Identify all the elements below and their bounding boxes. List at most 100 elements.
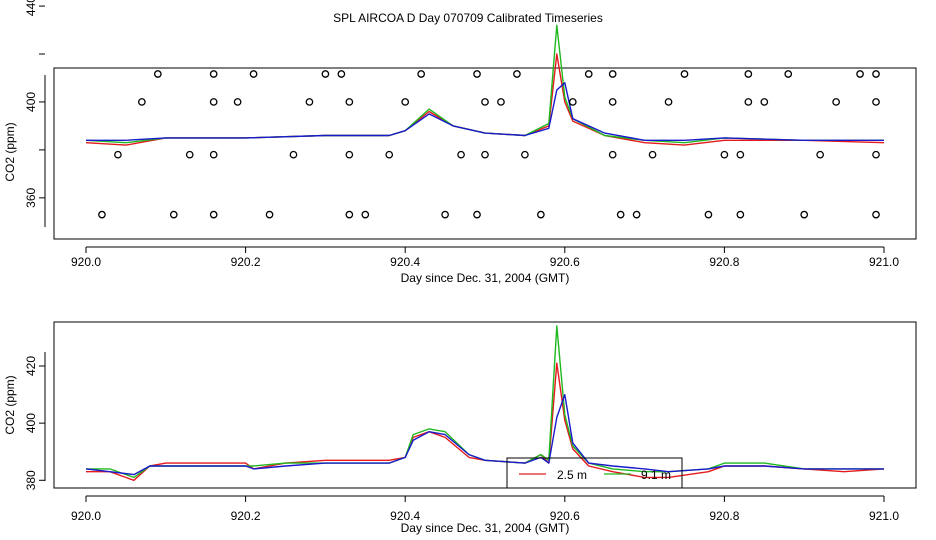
top-marker-circle [185, 150, 194, 159]
bottom-y-tick-label: 380 [24, 470, 38, 490]
legend: 2.5 m 9.1 m [506, 457, 683, 489]
bottom-x-tick-label: 921.0 [869, 509, 899, 523]
bottom-x-tick-label: 920.0 [71, 509, 101, 523]
top-marker-circle [457, 150, 465, 159]
top-marker-circle [337, 70, 346, 78]
top-marker-circle [832, 98, 840, 106]
top-marker-circle [616, 210, 625, 219]
top-series-blue [86, 82, 884, 142]
top-marker-circle [784, 70, 793, 78]
top-marker-circle [169, 210, 178, 219]
top-marker-circle [497, 98, 505, 106]
top-marker-circle [265, 210, 274, 219]
top-marker-circle [209, 150, 218, 159]
top-marker-circle [632, 210, 641, 219]
bottom-y-tick-label: 400 [24, 413, 38, 433]
legend-label-2-5m: 2.5 m [557, 468, 587, 482]
top-marker-circle [584, 70, 593, 78]
top-marker-circle [153, 70, 162, 78]
bottom-x-tick-label: 920.8 [709, 509, 739, 523]
bottom-x-tick-label: 920.6 [550, 509, 580, 523]
top-y-tick-label: 440 [24, 0, 38, 16]
top-marker-circle [441, 210, 449, 219]
top-marker-circle [209, 210, 218, 219]
top-marker-circle [345, 150, 354, 159]
top-panel: 360 400 440 920.0 920.2 920.4 920.6 920.8 921.0… [3, 0, 917, 285]
top-marker-circle [138, 98, 146, 106]
top-marker-circle [98, 210, 106, 219]
top-x-tick-label: 920.4 [390, 255, 420, 269]
bottom-y-axis: 380 400 420 [24, 352, 46, 490]
top-marker-circle [664, 98, 673, 106]
top-x-tick-label: 921.0 [869, 255, 899, 269]
top-marker-circle [401, 98, 410, 106]
top-marker-circle [233, 98, 242, 106]
top-marker-circle [872, 70, 880, 78]
top-marker-circle [289, 150, 298, 159]
top-marker-circle [872, 150, 880, 159]
top-marker-circle [816, 150, 825, 159]
bottom-x-axis: 920.0 920.2 920.4 920.6 920.8 921.0 [71, 495, 899, 523]
bottom-x-tick-label: 920.2 [231, 509, 261, 523]
top-marker-circle [872, 98, 880, 106]
top-x-axis: 920.0 920.2 920.4 920.6 920.8 921.0 [71, 246, 899, 269]
legend-box [506, 457, 683, 489]
top-marker-circle [744, 98, 753, 106]
bottom-x-tick-label: 920.4 [390, 509, 420, 523]
legend-label-9-1m: 9.1 m [641, 468, 671, 482]
top-marker-circle [345, 210, 354, 219]
top-marker-circle [305, 98, 314, 106]
top-marker-circle [856, 70, 864, 78]
top-marker-circle [704, 210, 713, 219]
top-series-group [85, 24, 885, 146]
top-x-tick-label: 920.0 [71, 255, 101, 269]
top-marker-circle [736, 210, 745, 219]
bottom-y-tick-label: 420 [24, 356, 38, 376]
top-marker-circle [513, 70, 521, 78]
bottom-x-label: Day since Dec. 31, 2004 (GMT) [401, 521, 570, 535]
top-plot-frame [53, 67, 917, 240]
top-y-label: CO2 (ppm) [3, 122, 17, 181]
top-x-label: Day since Dec. 31, 2004 (GMT) [401, 271, 570, 285]
top-marker-circle [760, 98, 769, 106]
top-marker-circle [608, 70, 617, 78]
top-marker-circle [114, 150, 122, 159]
top-y-tick-label: 400 [24, 92, 38, 112]
top-marker-circle [800, 210, 809, 219]
top-marker-circle [744, 70, 753, 78]
top-marker-circle [361, 210, 370, 219]
top-marker-circle [872, 210, 880, 219]
top-marker-circle [568, 98, 577, 106]
bottom-series-9-1-m [86, 325, 884, 479]
top-marker-circle [345, 98, 354, 106]
top-series-green [85, 24, 884, 144]
page-title: SPL AIRCOA D Day 070709 Calibrated Times… [333, 11, 603, 25]
bottom-y-label: CO2 (ppm) [3, 375, 17, 434]
top-marker-circle [209, 98, 218, 106]
top-marker-circle [537, 210, 545, 219]
top-marker-circle [385, 150, 394, 159]
top-marker-circle [521, 150, 529, 159]
top-marker-circle [481, 98, 489, 106]
top-x-tick-label: 920.6 [550, 255, 580, 269]
top-y-axis: 360 400 440 [24, 0, 46, 227]
top-y-tick-label: 360 [24, 188, 38, 208]
top-marker-circle [608, 150, 617, 159]
top-marker-circle [720, 150, 729, 159]
top-marker-circle [648, 150, 657, 159]
top-marker-circle [417, 70, 426, 78]
top-marker-circle [473, 210, 481, 219]
top-marker-circle [481, 150, 489, 159]
top-x-tick-label: 920.2 [231, 255, 261, 269]
bottom-plot-frame [53, 321, 917, 489]
top-marker-circle [209, 70, 218, 78]
bottom-panel: 380 400 420 920.0 920.2 920.4 920.6 920.8 921.0… [3, 321, 917, 535]
top-marker-circle [680, 70, 689, 78]
top-markers-group [98, 70, 880, 219]
top-marker-circle [249, 70, 258, 78]
top-marker-circle [321, 70, 330, 78]
top-marker-circle [608, 98, 617, 106]
top-x-tick-label: 920.8 [709, 255, 739, 269]
top-marker-circle [473, 70, 481, 78]
